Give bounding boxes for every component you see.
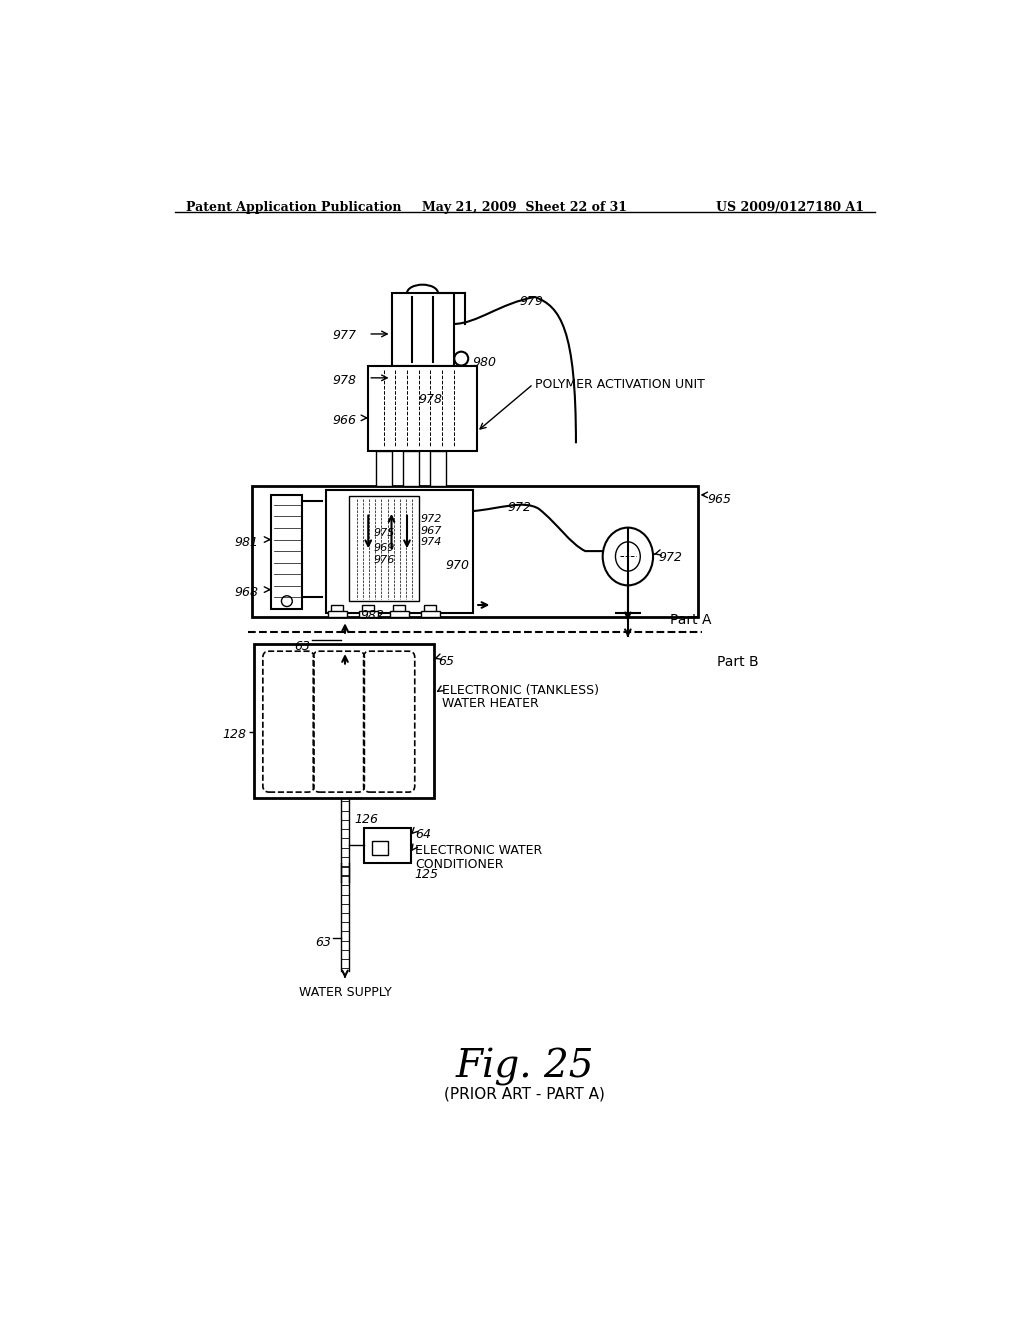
Text: Part B: Part B	[717, 655, 759, 669]
Text: 128: 128	[222, 729, 247, 742]
Text: 63: 63	[315, 936, 331, 949]
Text: ELECTRONIC (TANKLESS): ELECTRONIC (TANKLESS)	[442, 684, 599, 697]
Text: 126: 126	[354, 813, 378, 826]
Text: 981: 981	[234, 536, 258, 549]
Ellipse shape	[603, 528, 653, 585]
Bar	[271, 495, 302, 609]
Text: POLYMER ACTIVATION UNIT: POLYMER ACTIVATION UNIT	[535, 378, 705, 391]
Text: WATER HEATER: WATER HEATER	[442, 697, 539, 710]
Bar	[349, 496, 419, 601]
Text: 125: 125	[415, 869, 438, 882]
Bar	[365, 829, 411, 863]
Bar	[369, 366, 477, 451]
Text: 979: 979	[519, 296, 544, 309]
Ellipse shape	[615, 541, 640, 572]
Bar	[430, 451, 445, 486]
Text: ELECTRONIC WATER: ELECTRONIC WATER	[415, 843, 542, 857]
Bar	[376, 451, 391, 486]
Text: 977: 977	[333, 330, 356, 342]
Text: 967: 967	[421, 525, 442, 536]
Text: Fig. 25: Fig. 25	[456, 1048, 594, 1086]
Bar	[390, 611, 409, 618]
Text: Part A: Part A	[671, 612, 712, 627]
Bar	[331, 605, 343, 612]
Text: 980: 980	[472, 355, 496, 368]
Text: 970: 970	[445, 558, 470, 572]
Text: 972: 972	[421, 515, 442, 524]
Text: 972: 972	[508, 502, 531, 513]
Text: 978: 978	[419, 393, 442, 407]
Text: WATER SUPPLY: WATER SUPPLY	[299, 986, 391, 999]
Bar	[372, 841, 388, 855]
Bar	[391, 293, 454, 367]
Text: CONDITIONER: CONDITIONER	[415, 858, 503, 871]
Text: 63: 63	[294, 640, 310, 652]
Text: 975: 975	[374, 528, 395, 539]
Text: (PRIOR ART - PART A): (PRIOR ART - PART A)	[444, 1086, 605, 1101]
Text: 966: 966	[333, 414, 356, 428]
Bar	[359, 611, 378, 618]
Text: 982: 982	[360, 609, 384, 622]
Text: 65: 65	[438, 655, 454, 668]
Text: 965: 965	[708, 494, 732, 507]
Text: 974: 974	[421, 537, 442, 548]
Text: 969: 969	[374, 544, 395, 553]
Text: May 21, 2009  Sheet 22 of 31: May 21, 2009 Sheet 22 of 31	[422, 201, 628, 214]
Bar	[328, 611, 346, 618]
Bar	[362, 605, 375, 612]
Bar	[326, 490, 473, 612]
Bar	[254, 644, 434, 797]
Text: 968: 968	[234, 586, 258, 599]
Text: 978: 978	[333, 374, 356, 387]
Bar	[252, 486, 697, 616]
Text: 64: 64	[415, 829, 431, 841]
Text: 976: 976	[374, 554, 395, 565]
Text: 972: 972	[658, 552, 683, 564]
Bar	[393, 605, 406, 612]
Bar	[424, 605, 436, 612]
Bar	[421, 611, 439, 618]
Text: Patent Application Publication: Patent Application Publication	[186, 201, 401, 214]
Bar	[403, 451, 419, 486]
Text: US 2009/0127180 A1: US 2009/0127180 A1	[716, 201, 864, 214]
